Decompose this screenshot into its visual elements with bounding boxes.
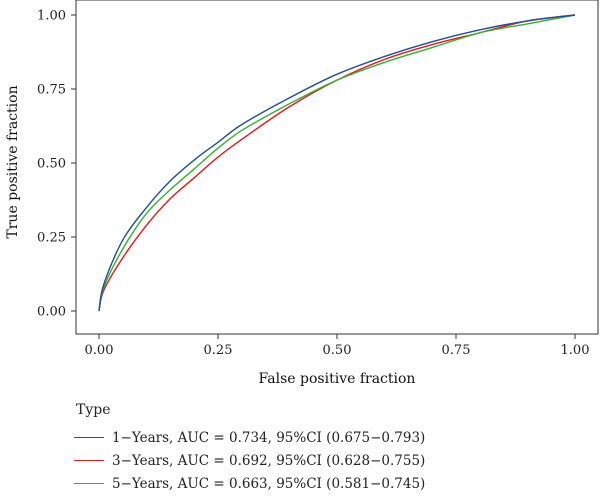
legend-label: 5−Years, AUC = 0.663, 95%CI (0.581−0.745… xyxy=(112,475,426,492)
legend-label: 1−Years, AUC = 0.734, 95%CI (0.675−0.793… xyxy=(112,429,426,446)
y-tick-label: 0.00 xyxy=(37,305,66,320)
legend-swatch xyxy=(74,460,104,461)
legend-item-1-years: 1−Years, AUC = 0.734, 95%CI (0.675−0.793… xyxy=(74,426,425,449)
y-tick-label: 0.25 xyxy=(37,231,66,246)
legend: Type 1−Years, AUC = 0.734, 95%CI (0.675−… xyxy=(74,402,425,495)
x-axis: 0.00 0.25 0.50 0.75 1.00 xyxy=(85,334,590,358)
x-tick-label: 0.00 xyxy=(85,343,114,358)
y-tick-label: 0.75 xyxy=(37,83,66,98)
series-lines xyxy=(98,14,576,312)
x-axis-label: False positive fraction xyxy=(259,371,416,387)
legend-title: Type xyxy=(76,402,111,418)
x-tick-label: 0.50 xyxy=(323,343,352,358)
x-tick-label: 0.25 xyxy=(204,343,233,358)
y-tick-label: 0.50 xyxy=(37,157,66,172)
legend-item-5-years: 5−Years, AUC = 0.663, 95%CI (0.581−0.745… xyxy=(74,472,425,495)
x-tick-label: 1.00 xyxy=(561,343,590,358)
legend-item-3-years: 3−Years, AUC = 0.692, 95%CI (0.628−0.755… xyxy=(74,449,425,472)
series-line-3-years xyxy=(98,14,576,312)
legend-swatch xyxy=(74,483,104,484)
x-tick-label: 0.75 xyxy=(442,343,471,358)
legend-label: 3−Years, AUC = 0.692, 95%CI (0.628−0.755… xyxy=(112,452,426,469)
series-line-5-years xyxy=(98,14,576,312)
series-line-1-years xyxy=(98,14,576,312)
y-axis: 0.00 0.25 0.50 0.75 1.00 xyxy=(37,9,76,320)
y-axis-label: True positive fraction xyxy=(5,85,21,238)
roc-chart: 0.00 0.25 0.50 0.75 1.00 0.00 0.25 0.50 0.75 1.0… xyxy=(5,0,599,387)
legend-swatch xyxy=(74,437,104,438)
y-tick-label: 1.00 xyxy=(37,9,66,24)
plot-panel xyxy=(75,0,599,335)
